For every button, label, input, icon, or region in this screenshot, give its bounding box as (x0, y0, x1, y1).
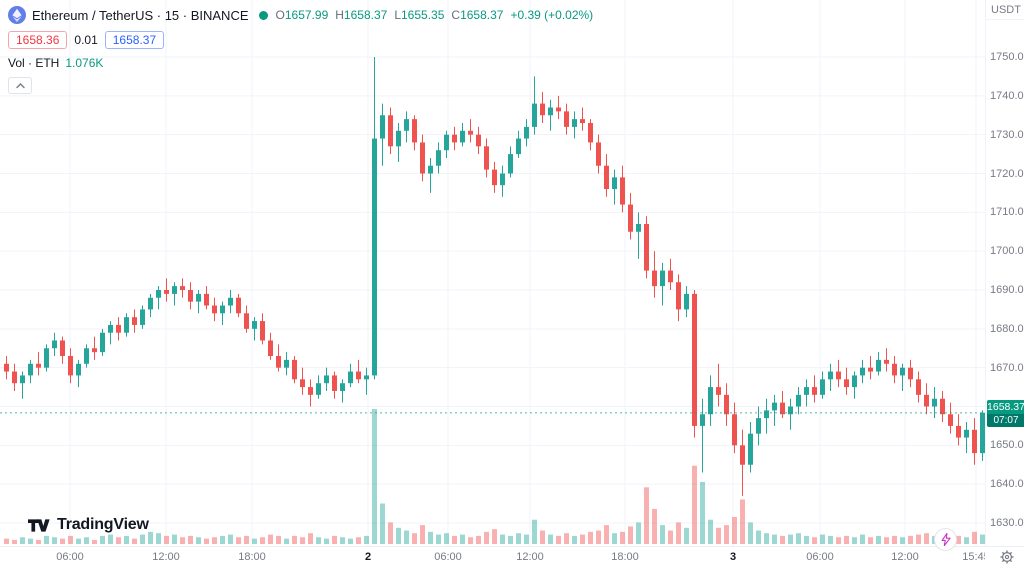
time-axis-label: 3 (729, 551, 737, 563)
time-axis-labels: 06:00 12:00 18:00 2 06:00 12:00 18:00 3 06:00 12:… (0, 547, 985, 566)
high-value: 1658.37 (343, 8, 388, 22)
bar-countdown: 07:07 (987, 413, 1024, 427)
open-label: O (275, 8, 285, 22)
close-label: C (451, 8, 461, 22)
price-axis[interactable]: USDT ▾ 1750.00 1740.00 1730.00 1720.00 1710.… (985, 0, 1024, 546)
currency-selector[interactable]: USDT ▾ (986, 0, 1024, 20)
time-axis-label: 2 (364, 551, 372, 563)
volume-value: 1.076K (65, 56, 104, 70)
grid-lines (0, 0, 985, 546)
low-label: L (394, 8, 401, 22)
time-axis-label: 06:00 (56, 551, 84, 563)
time-axis-label: 12:00 (152, 551, 180, 563)
chevron-up-icon (15, 82, 25, 88)
time-axis[interactable]: 06:00 12:00 18:00 2 06:00 12:00 18:00 3 06:00 12:… (0, 546, 1024, 566)
time-axis-label: 18:00 (238, 551, 266, 563)
price-axis-label: 1680.00 (990, 322, 1024, 335)
symbol-row: Ethereum / TetherUS · 15 · BINANCE O1657… (8, 5, 593, 25)
bid-ask-row: 1658.36 0.01 1658.37 (8, 30, 593, 50)
chart-pane[interactable]: TradingView (0, 0, 985, 551)
price-axis-label: 1630.00 (990, 517, 1024, 529)
current-price-badge: 1658.37 07:07 (987, 399, 1024, 427)
tradingview-logo-text: TradingView (57, 516, 149, 533)
symbol-title[interactable]: Ethereum / TetherUS · 15 · BINANCE (32, 7, 249, 23)
time-axis-label: 18:00 (611, 551, 639, 563)
price-axis-label: 1700.00 (990, 245, 1024, 258)
spread-value: 0.01 (74, 33, 98, 47)
lightning-icon (941, 533, 951, 546)
volume-label[interactable]: Vol · ETH (8, 56, 60, 70)
gear-icon[interactable] (1000, 550, 1014, 564)
price-axis-label: 1720.00 (990, 167, 1024, 180)
price-axis-label: 1690.00 (990, 284, 1024, 296)
volume-series[interactable] (4, 409, 985, 544)
high-label: H (335, 8, 344, 22)
price-axis-label: 1710.00 (990, 206, 1024, 219)
tradingview-logo-icon (28, 518, 50, 532)
current-price-value: 1658.37 (987, 399, 1024, 414)
candlestick-series[interactable] (4, 57, 985, 496)
price-axis-label: 1670.00 (990, 361, 1024, 374)
sell-price-button[interactable]: 1658.36 (8, 31, 68, 49)
time-axis-label: 06:00 (434, 551, 462, 563)
quick-trade-button[interactable] (934, 528, 957, 551)
ethereum-icon (8, 6, 26, 24)
buy-price-button[interactable]: 1658.37 (104, 31, 165, 49)
price-axis-label: 1740.00 (990, 89, 1024, 102)
candlestick-chart[interactable] (0, 0, 985, 546)
time-axis-label: 06:00 (806, 551, 834, 563)
price-axis-label: 1750.00 (990, 51, 1024, 63)
change-value: +0.39 (+0.02%) (510, 8, 594, 22)
time-axis-label: 12:00 (516, 551, 544, 563)
tradingview-logo[interactable]: TradingView (28, 516, 149, 534)
currency-label: USDT (991, 3, 1021, 16)
ohlc-values: O1657.99 H1658.37 L1655.35 C1658.37 +0.3… (276, 8, 594, 22)
chart-legend: Ethereum / TetherUS · 15 · BINANCE O1657… (8, 5, 593, 94)
low-value: 1655.35 (401, 8, 445, 22)
close-value: 1658.37 (460, 8, 504, 22)
collapse-pane-button[interactable] (8, 77, 32, 94)
time-axis-label: 12:00 (891, 551, 919, 563)
market-status-dot[interactable] (258, 10, 268, 20)
time-axis-label: 15:45 (962, 551, 985, 563)
volume-row: Vol · ETH 1.076K (8, 56, 593, 70)
price-axis-label: 1730.00 (990, 128, 1024, 141)
open-value: 1657.99 (284, 8, 329, 22)
price-axis-label: 1640.00 (990, 478, 1024, 491)
price-axis-label: 1650.00 (990, 439, 1024, 452)
